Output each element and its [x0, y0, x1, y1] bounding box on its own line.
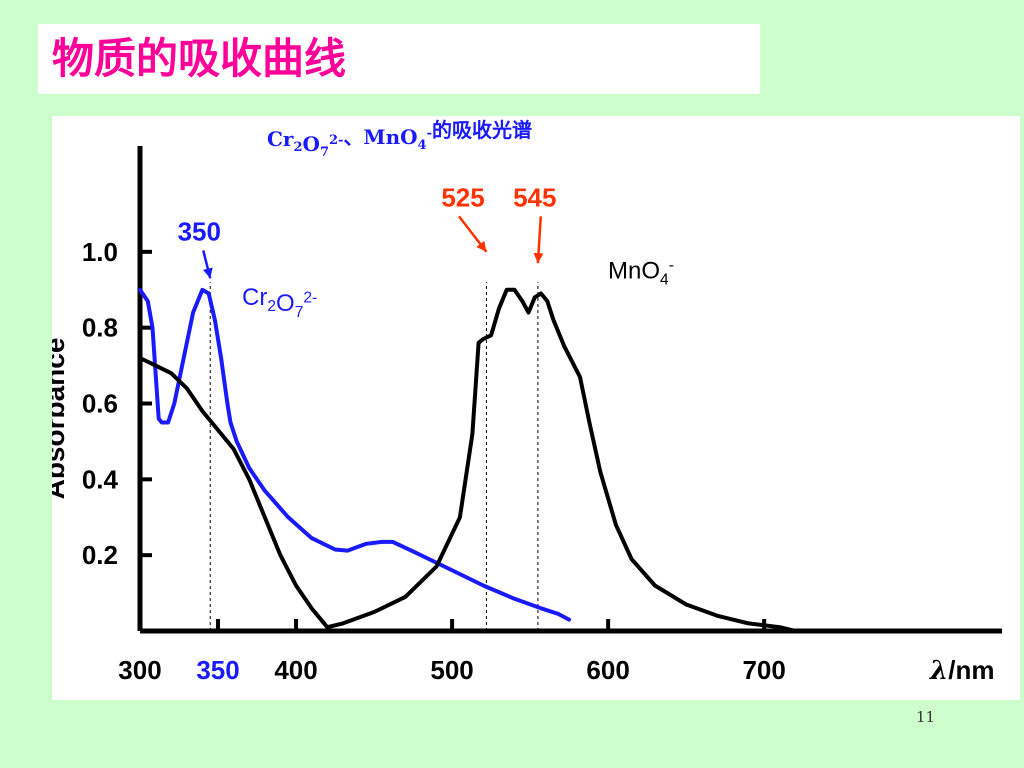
peak-arrowhead: [476, 240, 487, 252]
x-tick-label: 400: [274, 655, 317, 685]
series-label-mno4: MnO4-: [608, 257, 674, 288]
chart-panel: Cr2O72-、MnO4-的吸收光谱 0.2 0.4 0.6 0.8 1.0 300 350 4…: [52, 116, 1020, 700]
x-tick-label: 300: [118, 655, 161, 685]
peak-label: 350: [178, 216, 221, 246]
y-tick-label: 0.2: [82, 540, 118, 570]
y-axis-label: Absorbance: [52, 338, 70, 500]
peak-arrowhead: [533, 252, 544, 264]
page-number: 11: [916, 708, 936, 726]
slide-title: 物质的吸收曲线: [52, 34, 347, 83]
x-tick-label: 350: [196, 655, 239, 685]
peak-label: 545: [513, 182, 556, 212]
series-line-cr2o7: [138, 287, 572, 622]
x-axis-label: λ/nm: [929, 655, 994, 686]
x-tick-label: 700: [742, 655, 785, 685]
y-tick-label: 1.0: [82, 237, 118, 267]
chart-title: Cr2O72-、MnO4-的吸收光谱: [267, 118, 532, 160]
series-label-cr2o7: Cr2O72-: [242, 284, 317, 321]
y-tick-label: 0.4: [82, 464, 119, 494]
absorption-spectrum-chart: Cr2O72-、MnO4-的吸收光谱 0.2 0.4 0.6 0.8 1.0 300 350 4…: [52, 118, 1002, 686]
x-tick-label: 600: [586, 655, 629, 685]
series-line-mno4: [138, 287, 798, 633]
peak-arrowhead: [203, 267, 213, 279]
y-tick-label: 0.6: [82, 389, 118, 419]
peak-label: 525: [441, 182, 484, 212]
y-tick-label: 0.8: [82, 313, 118, 343]
slide-title-box: 物质的吸收曲线: [38, 24, 760, 94]
x-tick-label: 500: [430, 655, 473, 685]
